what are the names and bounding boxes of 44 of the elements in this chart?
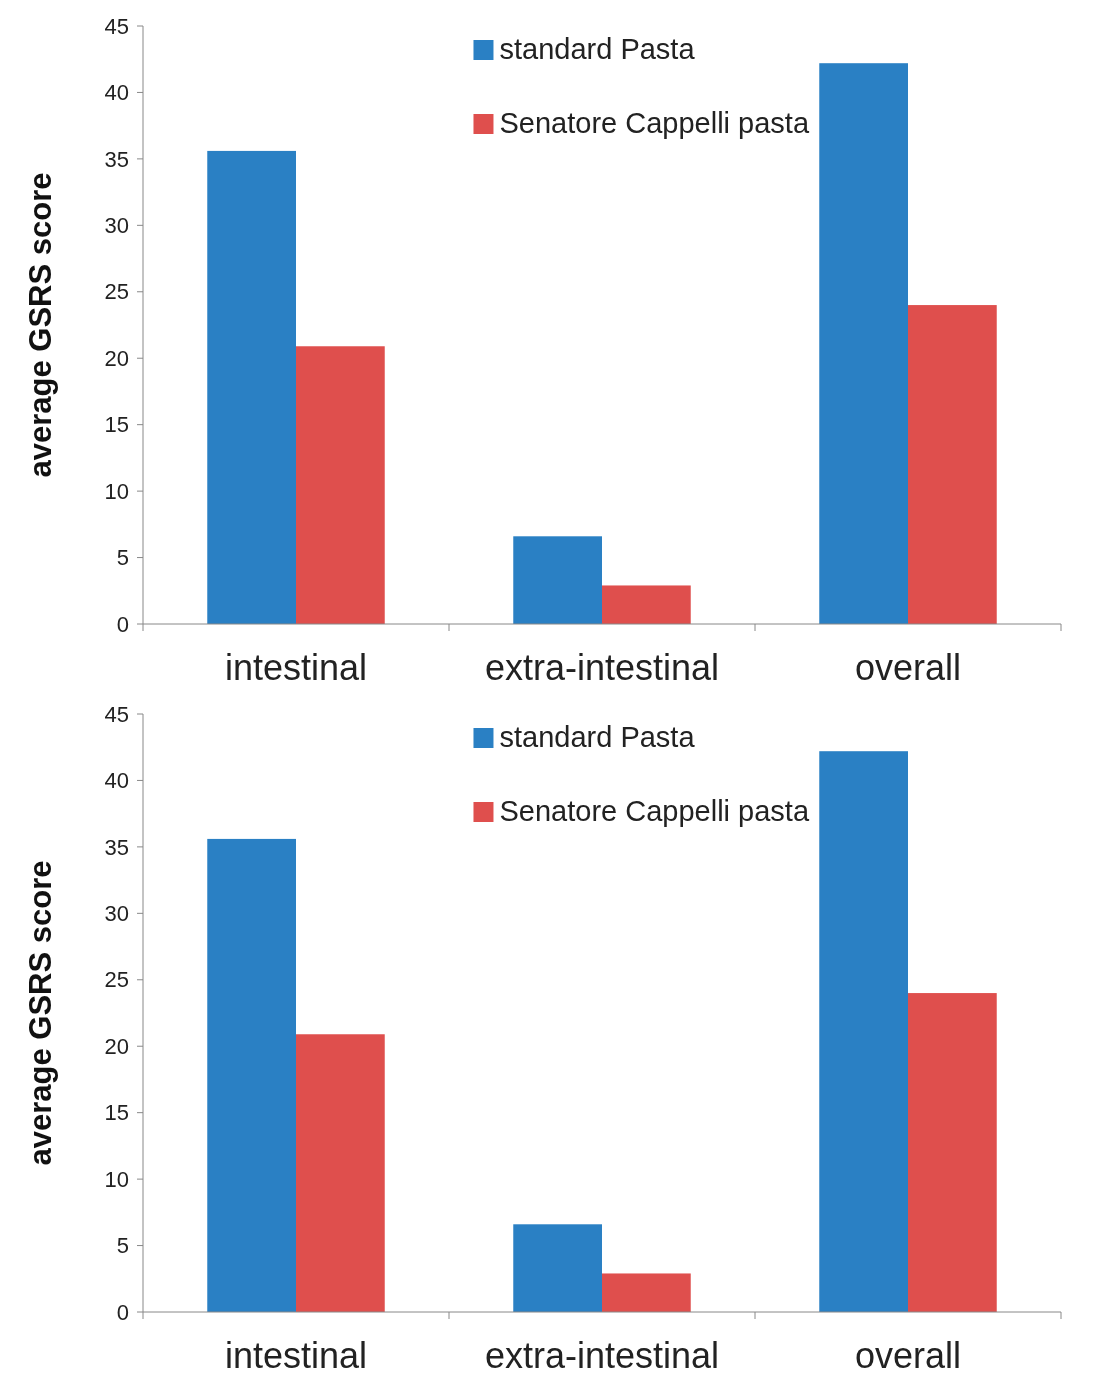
y-tick-label: 5 [116, 545, 129, 571]
y-tick-label: 15 [104, 1100, 129, 1126]
bar [513, 1224, 602, 1312]
legend-label: Senatore Cappelli pasta [499, 795, 810, 827]
y-axis-title: average GSRS score [23, 172, 58, 478]
legend-label: standard Pasta [499, 33, 696, 65]
x-tick-label: extra-intestinal [484, 1335, 720, 1376]
x-tick-label: overall [854, 647, 962, 688]
bar [513, 536, 602, 624]
bar [207, 150, 296, 624]
y-tick-label: 15 [104, 412, 129, 438]
y-tick-label: 10 [104, 1166, 129, 1192]
y-tick-label: 40 [104, 768, 129, 794]
x-tick-label: intestinal [224, 1335, 368, 1376]
y-axis-title: average GSRS score [23, 860, 58, 1166]
y-tick-label: 30 [104, 901, 129, 927]
x-tick-label: extra-intestinal [484, 647, 720, 688]
bar [819, 63, 908, 624]
y-tick-label: 0 [116, 611, 129, 637]
bar [602, 1273, 691, 1312]
x-tick-label: intestinal [224, 647, 368, 688]
y-tick-label: 20 [104, 345, 129, 371]
y-tick-label: 20 [104, 1033, 129, 1059]
bar [207, 838, 296, 1312]
y-tick-label: 40 [104, 80, 129, 106]
y-tick-label: 0 [116, 1299, 129, 1325]
bar [819, 751, 908, 1312]
y-tick-label: 35 [104, 834, 129, 860]
y-tick-label: 30 [104, 213, 129, 239]
y-tick-label: 25 [104, 967, 129, 993]
bar [908, 305, 997, 624]
y-tick-label: 35 [104, 146, 129, 172]
legend-label: standard Pasta [499, 721, 696, 753]
bar [296, 346, 385, 624]
x-tick-label: overall [854, 1335, 962, 1376]
bar [908, 993, 997, 1312]
y-tick-label: 10 [104, 478, 129, 504]
bar [296, 1034, 385, 1312]
legend-label: Senatore Cappelli pasta [499, 107, 810, 139]
y-tick-label: 25 [104, 279, 129, 305]
y-tick-label: 45 [104, 13, 129, 39]
y-tick-label: 5 [116, 1233, 129, 1259]
bar [602, 585, 691, 624]
y-tick-label: 45 [104, 701, 129, 727]
